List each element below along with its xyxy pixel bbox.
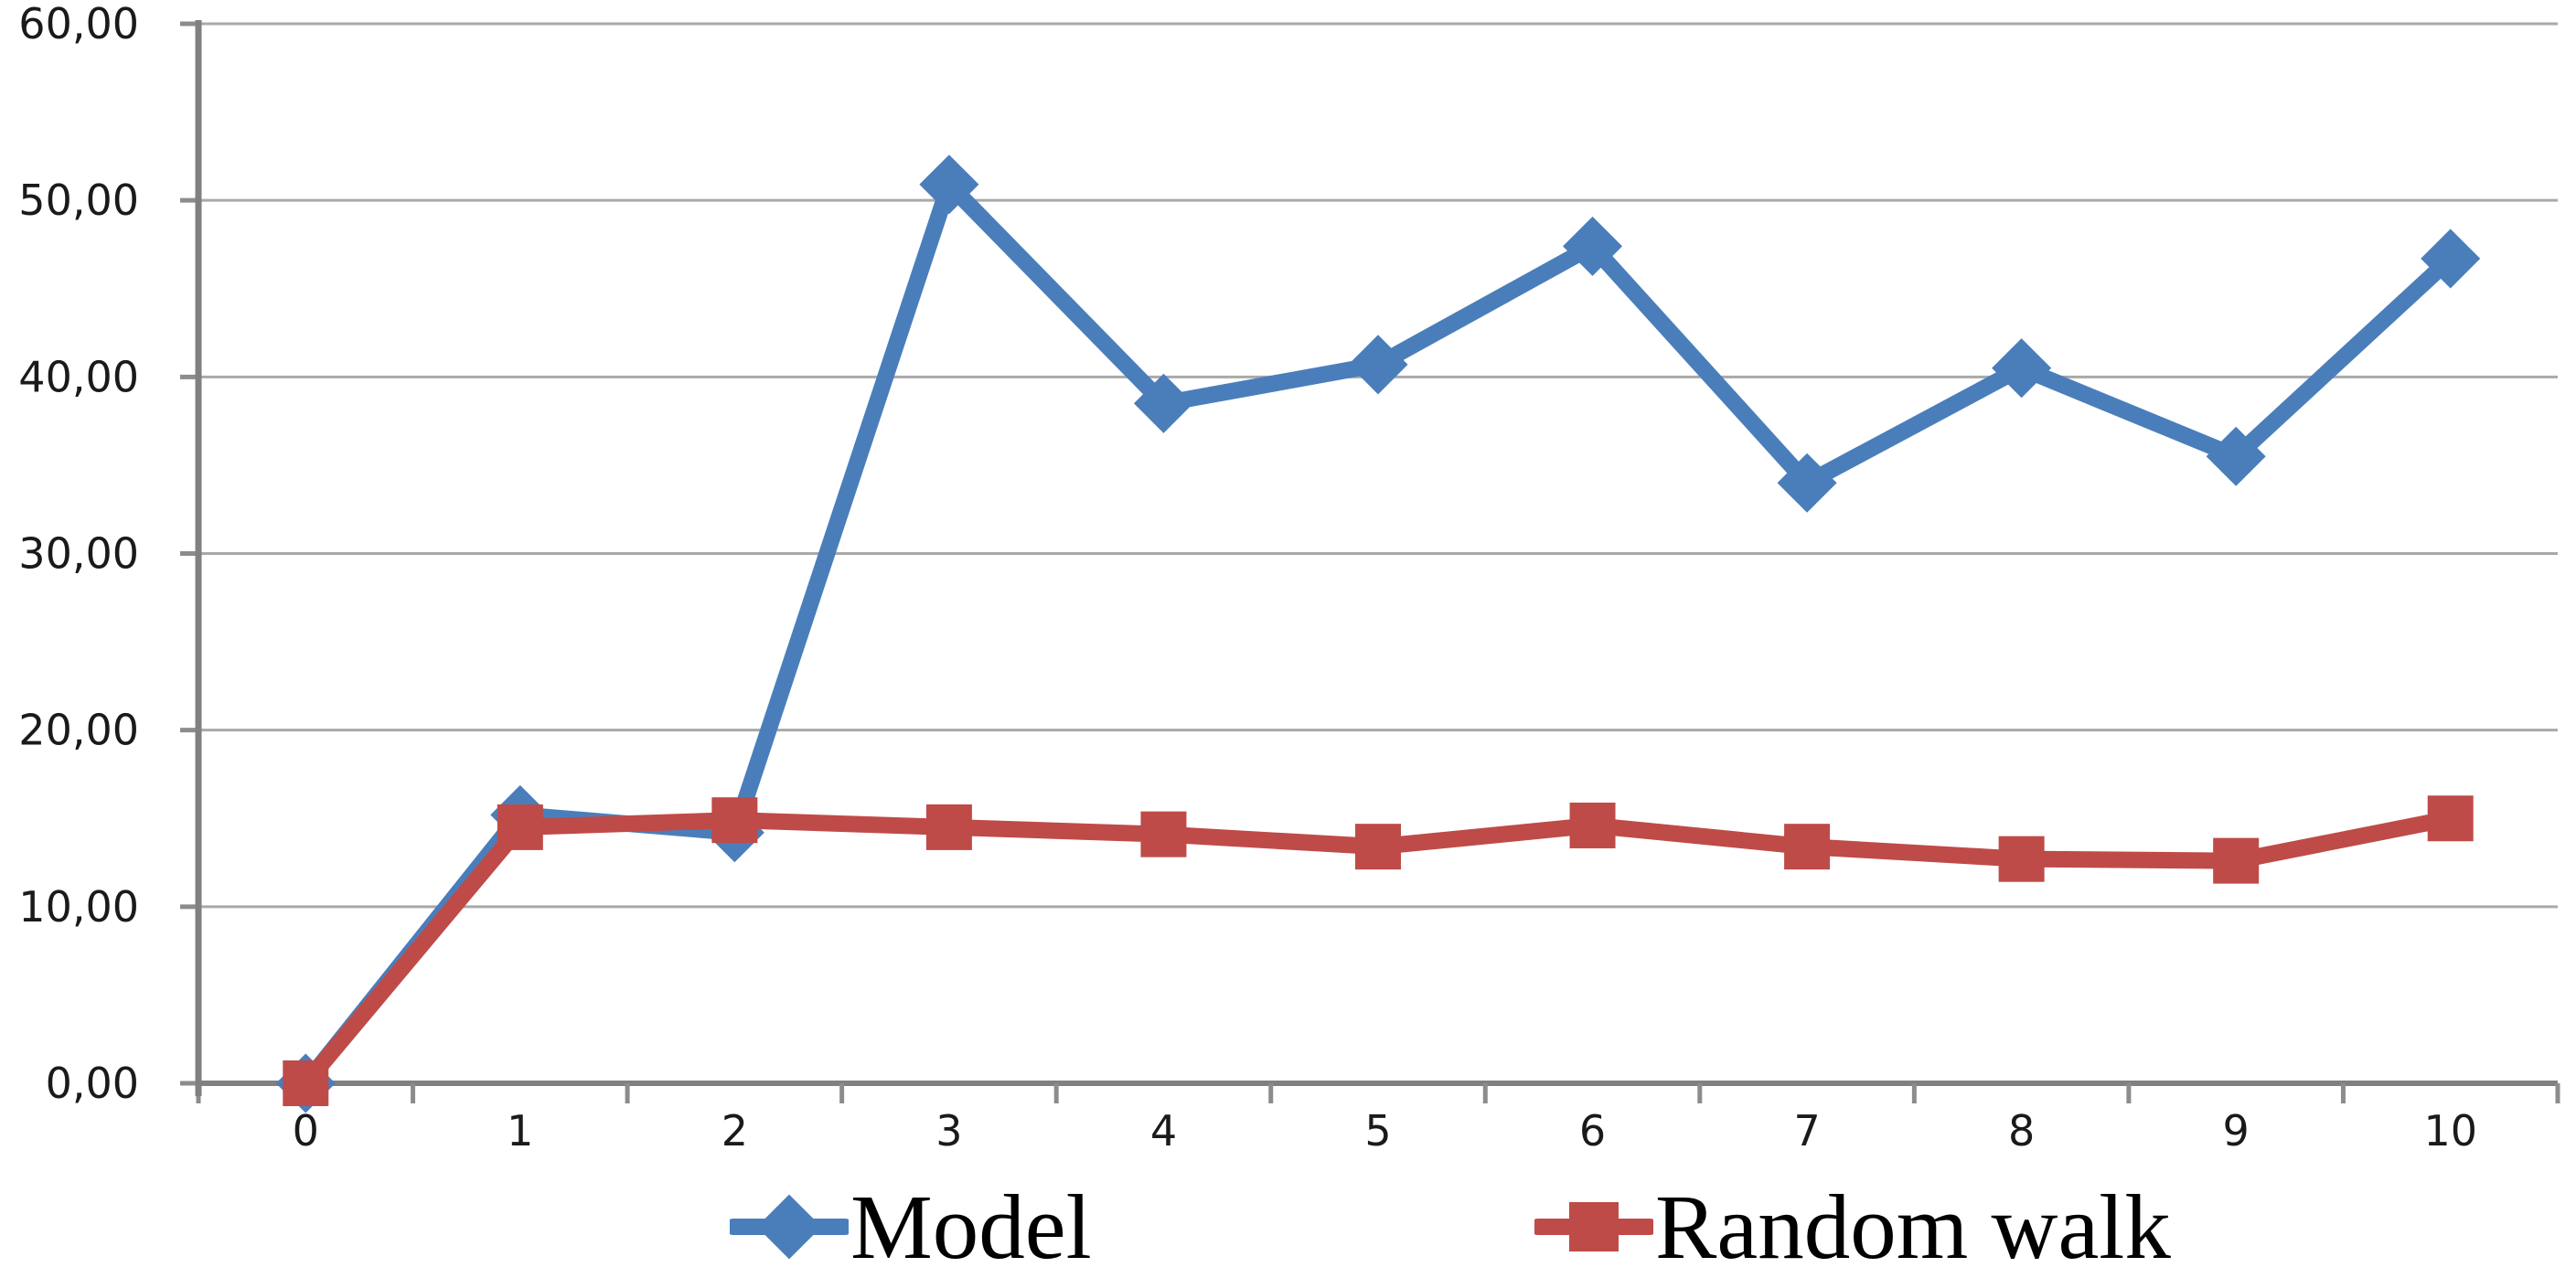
data-point-square: [1140, 811, 1187, 857]
x-axis-label: 8: [2008, 1106, 2035, 1156]
x-axis-label: 7: [1793, 1106, 1820, 1156]
data-point-square: [2427, 795, 2474, 842]
model-diamond-marker-icon: [730, 1194, 849, 1260]
y-axis-label: 10,00: [18, 882, 139, 932]
y-axis-label: 50,00: [18, 176, 139, 225]
y-axis-label: 60,00: [18, 0, 139, 48]
data-point-diamond: [1133, 373, 1193, 433]
data-point-square: [1569, 802, 1616, 848]
data-point-square: [2213, 837, 2260, 884]
y-axis-label: 30,00: [18, 529, 139, 579]
data-point-diamond: [1777, 453, 1837, 513]
legend-item-model: Model: [730, 1179, 1092, 1274]
x-axis-label: 9: [2223, 1106, 2250, 1156]
legend-label-random-walk: Random walk: [1655, 1175, 2171, 1278]
data-point-square: [1784, 824, 1831, 870]
data-point-diamond: [2421, 229, 2481, 289]
x-axis-label: 6: [1579, 1106, 1606, 1156]
data-point-diamond: [1563, 216, 1623, 276]
data-point-square: [497, 804, 543, 850]
y-axis-label: 0,00: [46, 1059, 139, 1108]
x-axis-label: 10: [2423, 1106, 2477, 1156]
x-axis-label: 2: [721, 1106, 748, 1156]
x-axis-label: 0: [293, 1106, 319, 1156]
x-axis-label: 5: [1364, 1106, 1391, 1156]
y-axis-label: 40,00: [18, 352, 139, 401]
legend-label-model: Model: [850, 1175, 1092, 1278]
data-point-diamond: [2206, 426, 2266, 486]
series-line-model: [297, 176, 2459, 1092]
random-walk-square-marker-icon: [1534, 1202, 1653, 1251]
data-point-diamond: [1992, 338, 2052, 399]
y-axis-label: 20,00: [18, 706, 139, 755]
data-point-square: [1998, 836, 2045, 882]
data-point-square: [925, 804, 972, 850]
data-point-square: [1355, 824, 1401, 870]
legend-item-random-walk: Random walk: [1534, 1179, 2171, 1274]
x-axis-label: 4: [1150, 1106, 1177, 1156]
x-axis-label: 3: [935, 1106, 962, 1156]
x-axis-label: 1: [507, 1106, 533, 1156]
data-point-square: [711, 797, 758, 844]
data-point-diamond: [1348, 335, 1408, 395]
data-point-square: [283, 1060, 329, 1106]
